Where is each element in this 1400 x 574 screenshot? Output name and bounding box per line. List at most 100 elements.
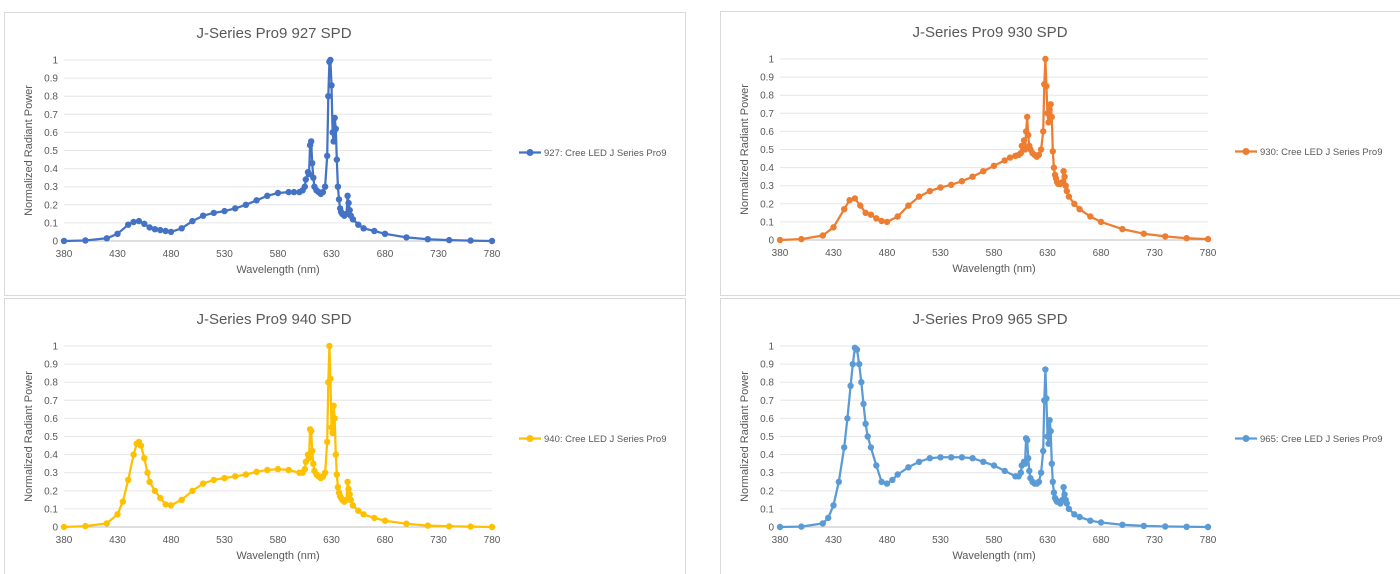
x-tick-label: 380 (772, 248, 789, 259)
y-tick-label: 0.9 (44, 360, 58, 371)
data-point (1076, 513, 1083, 521)
data-point (1060, 168, 1067, 175)
x-tick-label: 430 (109, 535, 126, 546)
data-point (1025, 455, 1032, 462)
data-point (980, 458, 987, 465)
data-point (990, 462, 998, 469)
y-tick-label: 0.2 (44, 200, 58, 211)
chart-svg: J-Series Pro9 965 SPD 0 0.1 0.2 0.3 0.4 0.5 0.6… (739, 311, 1383, 562)
data-point (849, 360, 856, 368)
data-point (334, 484, 342, 491)
y-tick-label: 0.3 (760, 468, 774, 479)
data-point (274, 189, 282, 197)
data-point (355, 221, 362, 228)
data-point (776, 523, 784, 531)
data-point (1040, 128, 1047, 135)
legend-marker-swatch (1242, 148, 1250, 155)
data-point (1050, 164, 1058, 171)
x-tick-label: 530 (932, 248, 949, 259)
data-point (308, 427, 315, 435)
x-tick-label: 430 (109, 249, 126, 260)
data-point (1020, 137, 1028, 144)
series-markers (60, 342, 496, 531)
data-point (873, 215, 880, 222)
y-tick-label: 0.4 (760, 450, 774, 461)
legend-label: 930: Cree LED J Series Pro9 (1260, 147, 1383, 158)
data-point (798, 235, 805, 243)
data-point (798, 523, 805, 530)
data-point (1162, 523, 1169, 530)
data-point (146, 478, 153, 485)
x-tick-label: 430 (825, 535, 842, 546)
data-point (403, 234, 410, 241)
y-tick-label: 0.1 (44, 218, 58, 229)
data-point (1183, 523, 1190, 530)
data-point (103, 235, 111, 242)
y-tick-label: 0.4 (44, 450, 58, 461)
data-point (1119, 225, 1126, 233)
data-point (141, 455, 148, 462)
data-point (1065, 505, 1073, 513)
x-tick-label: 530 (932, 535, 949, 546)
y-tick-label: 0.1 (44, 504, 58, 515)
y-tick-label: 0.6 (760, 414, 774, 425)
y-tick-label: 1 (52, 342, 58, 353)
y-tick-label: 0.5 (760, 432, 774, 443)
data-point (467, 523, 474, 530)
chart-panel-940: J-Series Pro9 940 SPD 0 0.1 0.2 0.3 0.4 0.5 0.6… (4, 298, 686, 574)
data-point (1037, 469, 1045, 476)
data-point (301, 465, 308, 473)
data-point (321, 183, 329, 190)
data-point (862, 420, 869, 427)
x-tick-label: 380 (772, 535, 789, 546)
data-point (135, 217, 143, 225)
x-tick-label: 580 (986, 248, 1003, 259)
y-tick-label: 0.8 (760, 91, 774, 102)
data-point (958, 454, 966, 461)
data-point (1047, 427, 1054, 435)
series-markers (776, 55, 1212, 244)
data-point (345, 199, 352, 207)
data-point (1043, 83, 1050, 90)
data-point (1006, 154, 1014, 161)
data-point (1162, 233, 1169, 240)
data-point (264, 192, 271, 199)
x-axis-label: Wavelength (nm) (952, 550, 1035, 562)
data-point (1045, 440, 1052, 447)
legend-marker-swatch (526, 435, 534, 442)
data-point (1025, 131, 1032, 139)
data-point (167, 502, 175, 509)
data-point (360, 511, 367, 518)
data-point (335, 196, 343, 203)
data-point (333, 156, 340, 163)
data-point (858, 379, 865, 386)
data-point (851, 195, 859, 202)
data-point (125, 221, 132, 228)
data-point (1140, 230, 1147, 237)
x-tick-label: 380 (56, 535, 73, 546)
x-tick-label: 480 (163, 249, 180, 260)
data-point (324, 438, 331, 446)
y-tick-label: 0.4 (44, 164, 58, 175)
data-point (926, 187, 933, 195)
y-tick-label: 0 (768, 236, 774, 247)
data-point (1021, 460, 1029, 467)
x-tick-label: 480 (879, 248, 896, 259)
data-point (103, 520, 111, 527)
x-tick-label: 680 (377, 249, 394, 260)
data-point (446, 523, 453, 530)
data-point (1001, 467, 1008, 475)
data-point (285, 188, 292, 196)
y-tick-label: 0.2 (760, 199, 774, 210)
x-tick-label: 780 (484, 249, 501, 260)
data-point (488, 523, 496, 531)
data-point (915, 458, 923, 465)
data-point (937, 184, 944, 191)
data-point (371, 514, 378, 522)
data-point (253, 197, 260, 204)
data-point (285, 466, 292, 474)
data-point (1044, 433, 1051, 440)
data-point (1140, 522, 1147, 530)
data-point (878, 478, 885, 485)
data-point (878, 217, 885, 225)
